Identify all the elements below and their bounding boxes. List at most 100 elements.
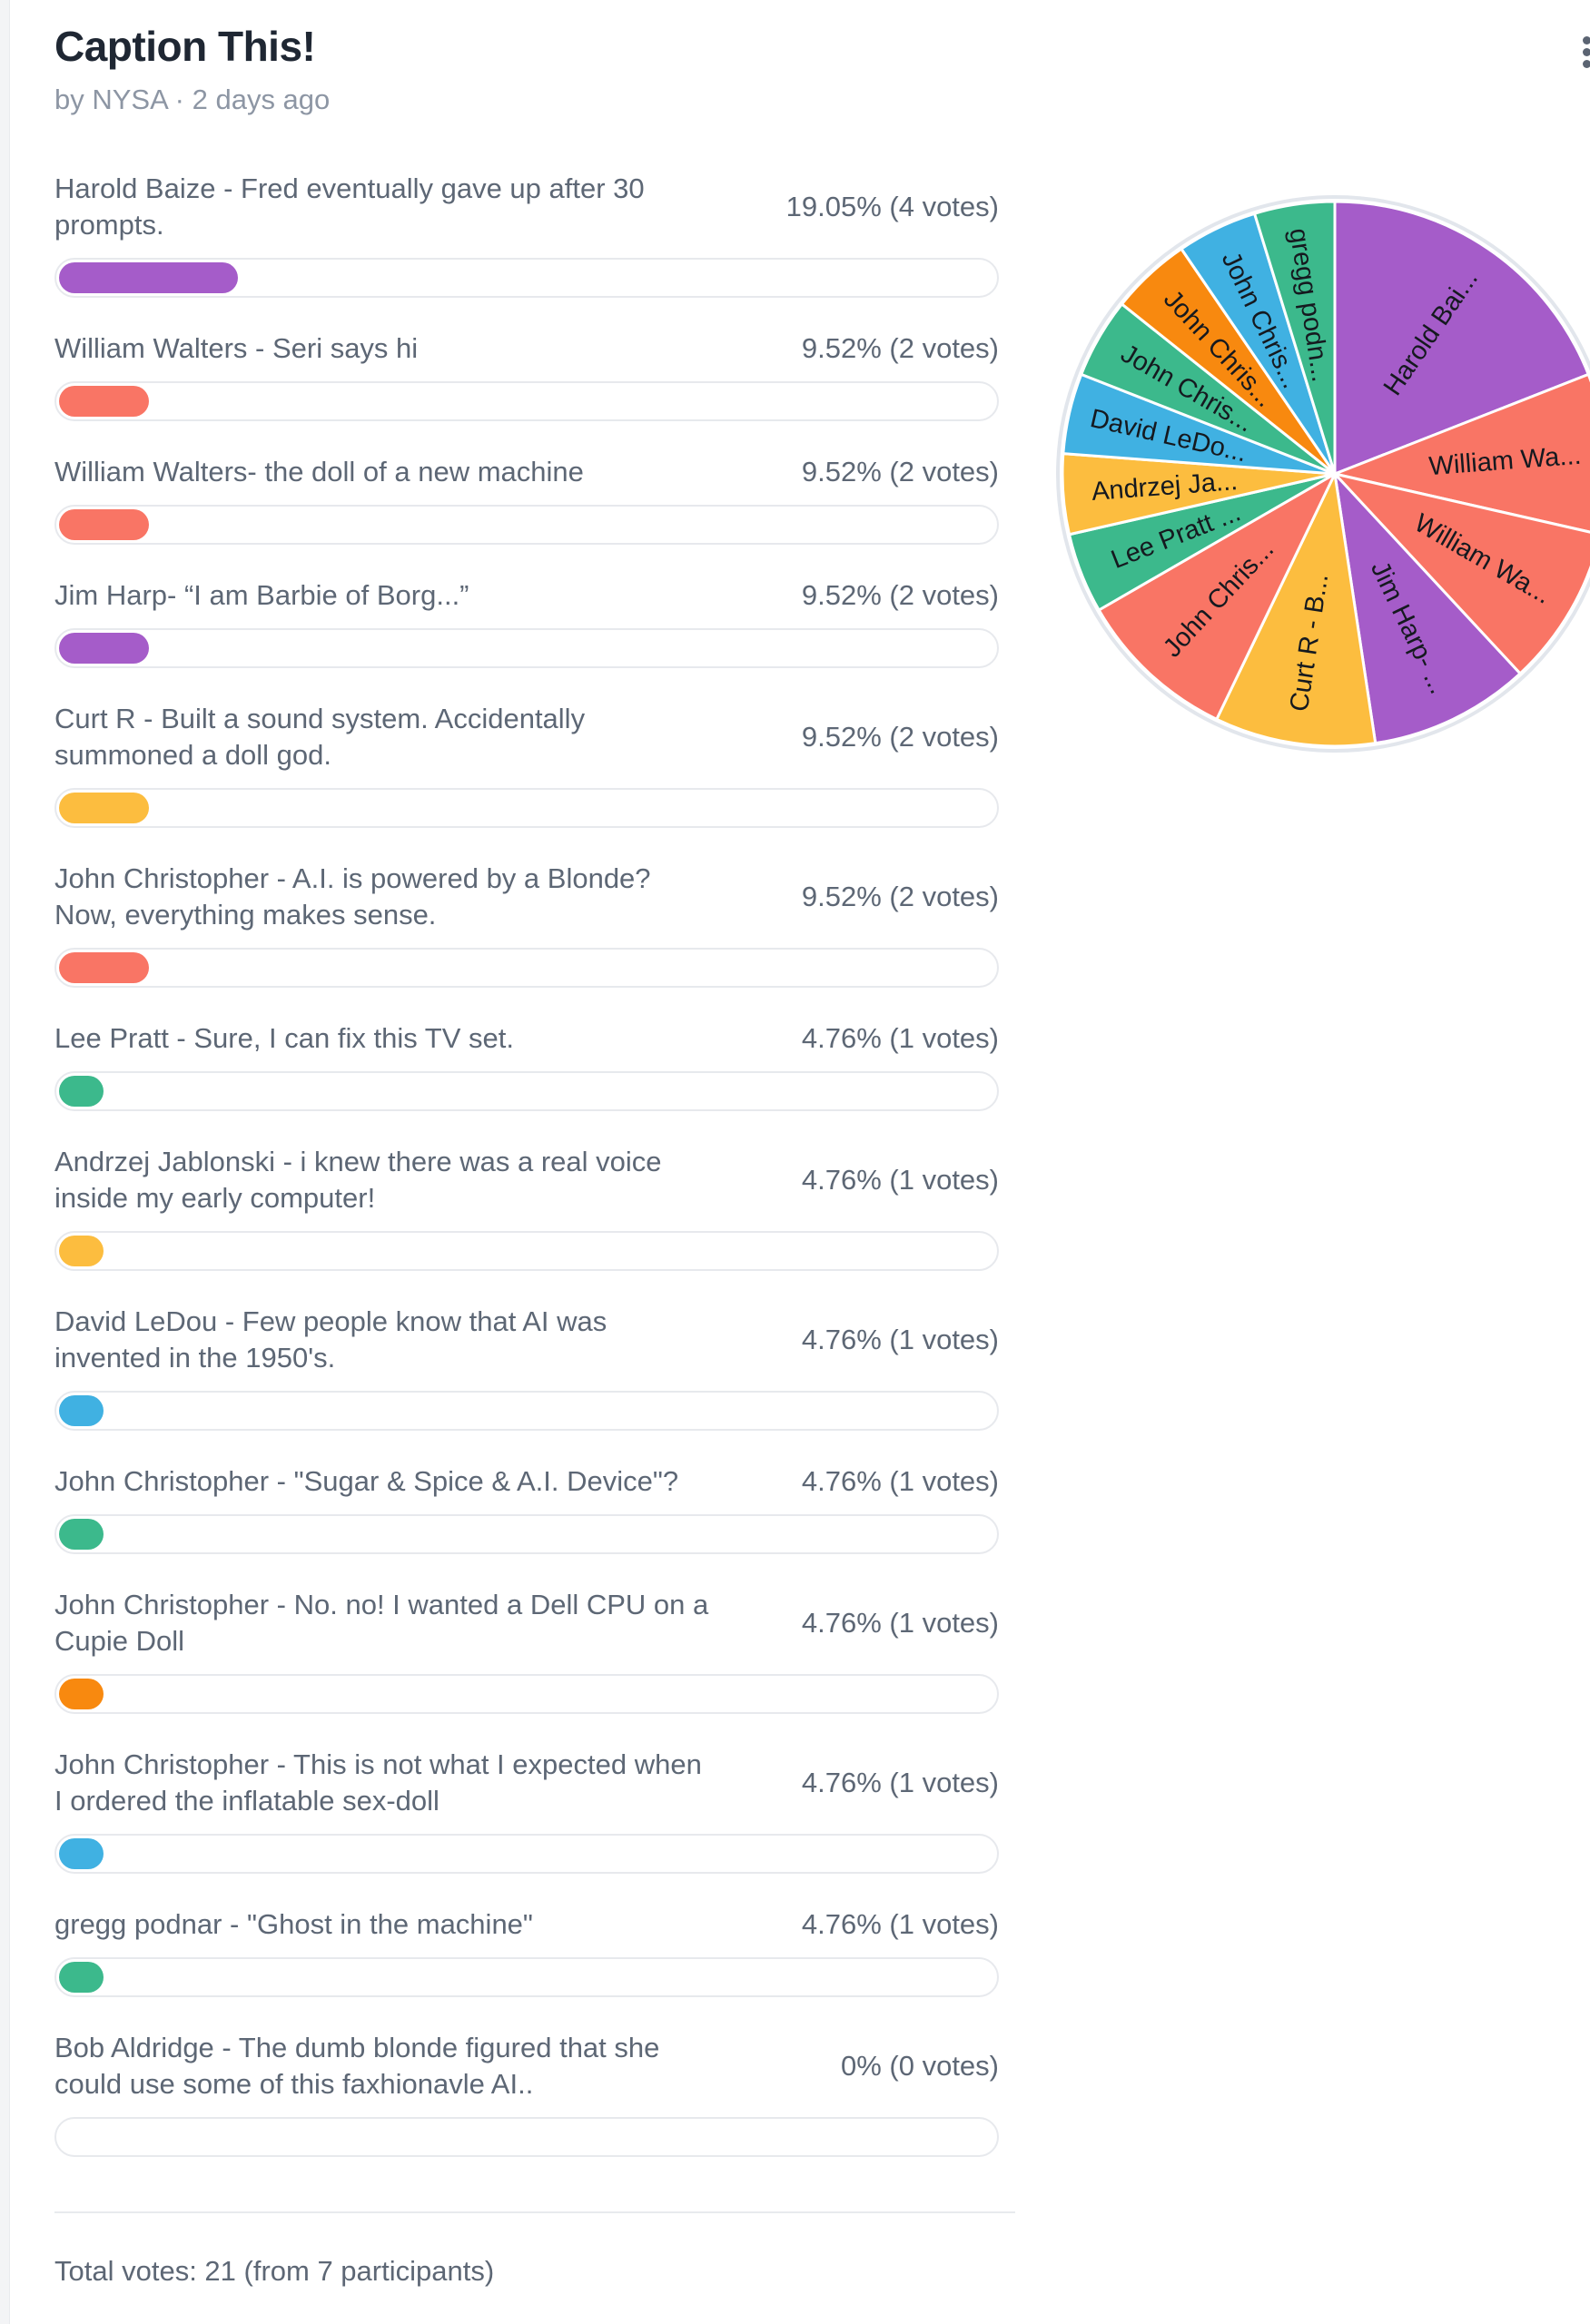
poll-option-row: John Christopher - No. no! I wanted a De… — [54, 1587, 999, 1714]
option-label: William Walters- the doll of a new machi… — [54, 456, 584, 487]
pie-slice[interactable] — [1333, 472, 1522, 745]
option-label: Harold Baize - Fred eventually gave up a… — [54, 172, 645, 241]
option-percent: 4.76% (1 votes) — [801, 1607, 999, 1639]
option-head: John Christopher - A.I. is powered by a … — [54, 861, 999, 933]
poll-title: Caption This! — [54, 23, 316, 70]
option-label: Andrzej Jablonski - i knew there was a r… — [54, 1146, 662, 1214]
footer-divider — [54, 2211, 1015, 2213]
poll-option-row: John Christopher - This is not what I ex… — [54, 1747, 999, 1874]
option-head: John Christopher - This is not what I ex… — [54, 1747, 999, 1819]
pie-slice[interactable] — [1253, 200, 1337, 476]
option-label: gregg podnar - "Ghost in the machine" — [54, 1908, 533, 1940]
poll-option-row: Lee Pratt - Sure, I can fix this TV set.… — [54, 1020, 999, 1111]
option-percent: 0% (0 votes) — [840, 2050, 999, 2082]
option-label: David LeDou - Few people know that AI wa… — [54, 1305, 607, 1374]
poll-option-row: Curt R - Built a sound system. Accidenta… — [54, 701, 999, 828]
option-percent: 4.76% (1 votes) — [801, 1908, 999, 1940]
pie-chart: Harold Bai... William Wa... William Wa... J… — [1042, 182, 1590, 766]
option-bar-track — [54, 505, 999, 545]
option-head: Harold Baize - Fred eventually gave up a… — [54, 171, 999, 243]
option-head: Jim Harp- “I am Barbie of Borg...” 9.52% … — [54, 577, 999, 614]
poll-option-row: William Walters - Seri says hi 9.52% (2 v… — [54, 330, 999, 421]
option-head: Curt R - Built a sound system. Accidenta… — [54, 701, 999, 773]
option-bar-fill — [59, 1838, 104, 1869]
poll-option-row: Jim Harp- “I am Barbie of Borg...” 9.52% … — [54, 577, 999, 668]
option-head: gregg podnar - "Ghost in the machine" 4.7… — [54, 1906, 999, 1943]
option-percent: 9.52% (2 votes) — [801, 881, 999, 912]
poll-option-row: gregg podnar - "Ghost in the machine" 4.7… — [54, 1906, 999, 1997]
page-left-gutter — [0, 0, 10, 2324]
option-bar-fill — [59, 1679, 104, 1709]
pie-slice[interactable] — [1333, 200, 1590, 476]
option-bar-track — [54, 1391, 999, 1431]
pie-chart-svg: Harold Bai...William Wa...William Wa...J… — [1056, 195, 1590, 753]
option-percent: 4.76% (1 votes) — [801, 1324, 999, 1355]
option-label: John Christopher - "Sugar & Spice & A.I.… — [54, 1465, 679, 1497]
option-label: John Christopher - This is not what I ex… — [54, 1748, 702, 1817]
option-bar-fill — [59, 386, 149, 417]
poll-option-row: Andrzej Jablonski - i knew there was a r… — [54, 1144, 999, 1271]
kebab-menu-icon — [1583, 36, 1590, 44]
option-bar-track — [54, 258, 999, 298]
option-bar-fill — [59, 262, 239, 293]
poll-byline: by NYSA · 2 days ago — [54, 84, 331, 115]
option-head: David LeDou - Few people know that AI wa… — [54, 1304, 999, 1376]
option-bar-fill — [59, 1076, 104, 1107]
total-votes: Total votes: 21 (from 7 participants) — [54, 2255, 495, 2287]
option-bar-track — [54, 1834, 999, 1874]
poll-option-row: Harold Baize - Fred eventually gave up a… — [54, 171, 999, 298]
poll-option-row: William Walters- the doll of a new machi… — [54, 454, 999, 545]
kebab-menu-icon — [1583, 60, 1590, 68]
pie-slice[interactable] — [1097, 472, 1337, 721]
option-bar-fill — [59, 1519, 104, 1550]
poll-option-row: David LeDou - Few people know that AI wa… — [54, 1304, 999, 1431]
option-bar-track — [54, 1674, 999, 1714]
overflow-menu-button[interactable] — [1583, 36, 1590, 68]
option-label: John Christopher - No. no! I wanted a De… — [54, 1589, 709, 1657]
option-head: John Christopher - "Sugar & Spice & A.I.… — [54, 1463, 999, 1500]
poll-option-row: Bob Aldridge - The dumb blonde figured t… — [54, 2030, 999, 2157]
option-label: William Walters - Seri says hi — [54, 332, 419, 364]
option-percent: 9.52% (2 votes) — [801, 456, 999, 487]
option-bar-fill — [59, 633, 149, 664]
option-bar-track — [54, 1957, 999, 1997]
option-percent: 9.52% (2 votes) — [801, 332, 999, 364]
option-bar-track — [54, 2117, 999, 2157]
option-label: Lee Pratt - Sure, I can fix this TV set. — [54, 1022, 514, 1054]
poll-option-row: John Christopher - "Sugar & Spice & A.I.… — [54, 1463, 999, 1554]
poll-option-row: John Christopher - A.I. is powered by a … — [54, 861, 999, 988]
option-head: Bob Aldridge - The dumb blonde figured t… — [54, 2030, 999, 2102]
option-percent: 4.76% (1 votes) — [801, 1164, 999, 1196]
option-head: William Walters - Seri says hi 9.52% (2 v… — [54, 330, 999, 367]
poll-widget: Caption This! by NYSA · 2 days ago Harol… — [54, 22, 1015, 2288]
poll-list: Harold Baize - Fred eventually gave up a… — [54, 171, 999, 2157]
option-percent: 4.76% (1 votes) — [801, 1767, 999, 1798]
option-bar-track — [54, 1514, 999, 1554]
option-percent: 9.52% (2 votes) — [801, 579, 999, 611]
option-percent: 9.52% (2 votes) — [801, 721, 999, 753]
pie-slice[interactable] — [1333, 472, 1590, 675]
pie-slice[interactable] — [1333, 372, 1590, 534]
option-bar-fill — [59, 952, 149, 983]
option-head: John Christopher - No. no! I wanted a De… — [54, 1587, 999, 1659]
pie-slice[interactable] — [1215, 472, 1378, 748]
option-label: John Christopher - A.I. is powered by a … — [54, 862, 651, 931]
option-label: Curt R - Built a sound system. Accidenta… — [54, 703, 586, 771]
option-bar-track — [54, 788, 999, 828]
option-percent: 19.05% (4 votes) — [785, 191, 999, 222]
option-head: Lee Pratt - Sure, I can fix this TV set.… — [54, 1020, 999, 1057]
option-head: William Walters- the doll of a new machi… — [54, 454, 999, 490]
option-bar-fill — [59, 793, 149, 823]
option-label: Bob Aldridge - The dumb blonde figured t… — [54, 2032, 660, 2100]
option-bar-fill — [59, 1395, 104, 1426]
option-label: Jim Harp- “I am Barbie of Borg...” — [54, 579, 469, 611]
option-bar-track — [54, 1231, 999, 1271]
option-bar-track — [54, 381, 999, 421]
option-percent: 4.76% (1 votes) — [801, 1022, 999, 1054]
kebab-menu-icon — [1583, 48, 1590, 56]
option-percent: 4.76% (1 votes) — [801, 1465, 999, 1497]
option-bar-track — [54, 628, 999, 668]
option-bar-fill — [59, 1962, 104, 1993]
option-bar-track — [54, 1071, 999, 1111]
